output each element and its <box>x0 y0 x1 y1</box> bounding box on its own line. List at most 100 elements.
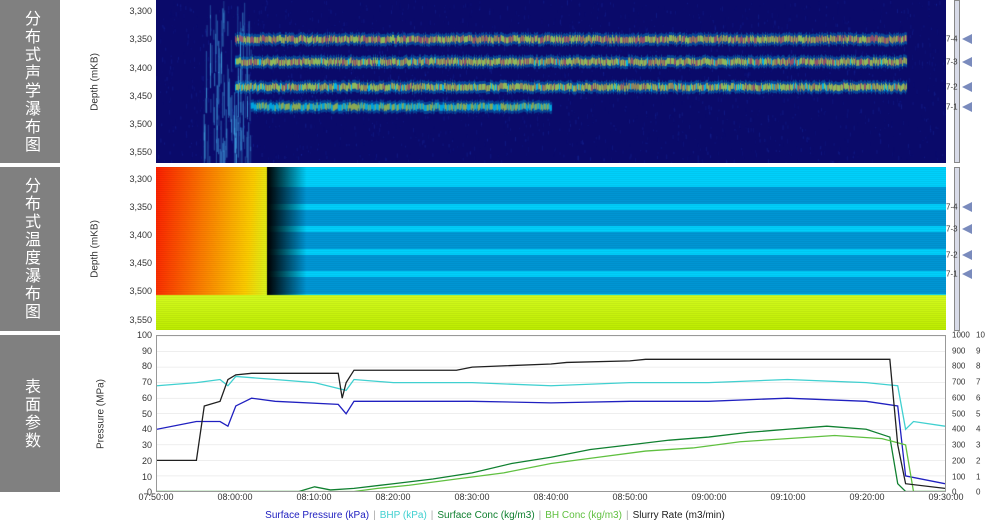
right1-tick: 100 <box>952 472 965 481</box>
line-chart-svg <box>157 336 945 491</box>
right2-tick: 10 <box>976 330 985 339</box>
cluster-label: 7-2 <box>946 250 958 259</box>
cluster-marker <box>962 102 972 112</box>
right1-tick: 700 <box>952 378 965 387</box>
right2-tick: 7 <box>976 378 980 387</box>
right1-tick: 900 <box>952 346 965 355</box>
cluster-marker <box>962 34 972 44</box>
legend-sep: | <box>539 510 542 521</box>
depth-tick: 3,300 <box>129 6 152 16</box>
time-tick: 08:30:00 <box>454 492 489 502</box>
depth-tick: 3,550 <box>129 315 152 325</box>
cluster-marker <box>962 250 972 260</box>
cluster-marker <box>962 224 972 234</box>
time-tick: 08:10:00 <box>296 492 331 502</box>
pressure-yaxis: Pressure (MPa) 0102030405060708090100 <box>66 335 156 492</box>
right2-tick: 6 <box>976 393 980 402</box>
temperature-heatmap <box>156 167 946 330</box>
pressure-tick: 30 <box>142 440 152 450</box>
right1-tick: 300 <box>952 441 965 450</box>
depth-tick: 3,350 <box>129 34 152 44</box>
cluster-marker <box>962 269 972 279</box>
temperature-row: 分布式温度瀑布图 Depth (mKB) 3,3003,3503,4003,45… <box>0 167 990 330</box>
surface-row: 表面参数 Pressure (MPa) 01020304050607080901… <box>0 335 990 492</box>
pressure-tick: 70 <box>142 377 152 387</box>
pressure-tick: 20 <box>142 456 152 466</box>
legend-sep: | <box>373 510 376 521</box>
right-yaxis: 0010012002300340045005600670078008900910… <box>950 335 990 492</box>
time-tick: 09:30:00 <box>928 492 963 502</box>
right1-tick: 500 <box>952 409 965 418</box>
right2-tick: 3 <box>976 441 980 450</box>
cluster-track-1: 7-47-37-27-1 <box>950 0 990 163</box>
legend-sep: | <box>431 510 434 521</box>
acoustic-yaxis: Depth (mKB) 3,3003,3503,4003,4503,5003,5… <box>66 0 156 163</box>
depth-tick: 3,450 <box>129 258 152 268</box>
temperature-yaxis: Depth (mKB) 3,3003,3503,4003,4503,5003,5… <box>66 167 156 330</box>
right1-tick: 200 <box>952 456 965 465</box>
time-tick: 09:00:00 <box>691 492 726 502</box>
right2-tick: 0 <box>976 488 980 497</box>
depth-tick: 3,500 <box>129 286 152 296</box>
cluster-track-line <box>954 0 960 163</box>
line-plot <box>156 335 946 492</box>
time-axis: 07:50:0008:00:0008:10:0008:20:0008:30:00… <box>156 492 946 508</box>
figure: 分布式声学瀑布图 Depth (mKB) 3,3003,3503,4003,45… <box>0 0 990 521</box>
cluster-marker <box>962 202 972 212</box>
depth-tick: 3,550 <box>129 147 152 157</box>
cluster-marker <box>962 82 972 92</box>
time-tick: 09:10:00 <box>770 492 805 502</box>
cluster-label: 7-3 <box>946 57 958 66</box>
acoustic-chart: Depth (mKB) 3,3003,3503,4003,4503,5003,5… <box>66 0 990 163</box>
depth-tick: 3,500 <box>129 119 152 129</box>
cluster-track-2: 7-47-37-27-1 <box>950 167 990 330</box>
pressure-tick: 80 <box>142 361 152 371</box>
time-tick: 08:00:00 <box>217 492 252 502</box>
time-tick: 08:50:00 <box>612 492 647 502</box>
series-line <box>157 435 945 491</box>
cluster-label: 7-1 <box>946 103 958 112</box>
series-line <box>157 398 945 484</box>
acoustic-row: 分布式声学瀑布图 Depth (mKB) 3,3003,3503,4003,45… <box>0 0 990 163</box>
legend-item: BHP (kPa) <box>380 510 427 521</box>
depth-tick: 3,300 <box>129 174 152 184</box>
acoustic-heatmap <box>156 0 946 163</box>
right1-tick: 800 <box>952 362 965 371</box>
pressure-tick: 90 <box>142 346 152 356</box>
pressure-tick: 50 <box>142 409 152 419</box>
pressure-tick: 100 <box>137 330 152 340</box>
right2-tick: 9 <box>976 346 980 355</box>
temperature-plot <box>156 167 946 330</box>
legend-item: Slurry Rate (m3/min) <box>633 510 725 521</box>
surface-chart: Pressure (MPa) 0102030405060708090100 00… <box>66 335 990 492</box>
time-tick: 07:50:00 <box>138 492 173 502</box>
right2-tick: 4 <box>976 425 980 434</box>
surface-label: 表面参数 <box>0 335 60 492</box>
legend-item: BH Conc (kg/m3) <box>545 510 622 521</box>
depth-tick: 3,400 <box>129 63 152 73</box>
series-line <box>157 359 945 488</box>
legend: Surface Pressure (kPa)|BHP (kPa)|Surface… <box>0 510 990 521</box>
depth-tick: 3,400 <box>129 230 152 240</box>
cluster-label: 7-4 <box>946 35 958 44</box>
cluster-label: 7-1 <box>946 270 958 279</box>
cluster-track-line <box>954 167 960 330</box>
pressure-tick: 10 <box>142 472 152 482</box>
legend-sep: | <box>626 510 629 521</box>
right2-tick: 8 <box>976 362 980 371</box>
acoustic-label: 分布式声学瀑布图 <box>0 0 60 163</box>
legend-item: Surface Pressure (kPa) <box>265 510 369 521</box>
right2-tick: 1 <box>976 472 980 481</box>
cluster-label: 7-3 <box>946 225 958 234</box>
time-tick: 08:20:00 <box>375 492 410 502</box>
depth-tick: 3,450 <box>129 91 152 101</box>
right1-tick: 600 <box>952 393 965 402</box>
right2-tick: 2 <box>976 456 980 465</box>
right1-tick: 1000 <box>952 330 970 339</box>
right1-tick: 400 <box>952 425 965 434</box>
temperature-label: 分布式温度瀑布图 <box>0 167 60 330</box>
pressure-tick: 60 <box>142 393 152 403</box>
right2-tick: 5 <box>976 409 980 418</box>
legend-item: Surface Conc (kg/m3) <box>437 510 534 521</box>
time-tick: 09:20:00 <box>849 492 884 502</box>
